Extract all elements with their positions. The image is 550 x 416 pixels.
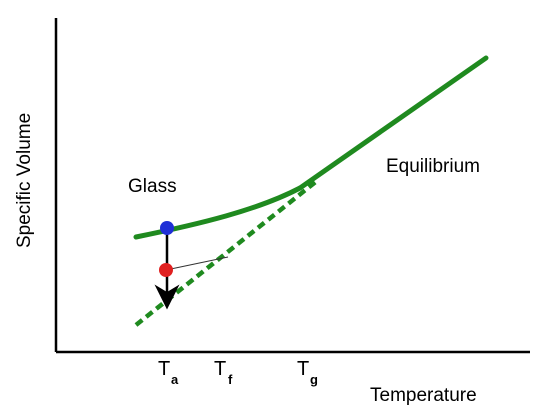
svg-text:T: T: [158, 358, 170, 380]
equilibrium-label: Equilibrium: [386, 156, 480, 177]
y-axis-title: Specific Volume: [14, 113, 35, 248]
svg-text:a: a: [171, 372, 179, 387]
x-axis-title: Temperature: [370, 385, 477, 406]
tick-label-tf: T f: [214, 358, 233, 387]
svg-text:f: f: [228, 372, 233, 387]
fictive-tie-line: [165, 256, 229, 271]
equilibrium-extrapolation-line: [134, 178, 320, 327]
glass-point: [160, 221, 174, 235]
svg-text:g: g: [310, 372, 318, 387]
equilibrium-line: [297, 55, 489, 191]
glass-label: Glass: [128, 176, 177, 197]
glass-line: [133, 185, 303, 240]
tick-label-ta: T a: [158, 358, 179, 387]
svg-text:T: T: [214, 358, 226, 380]
aged-glass-point: [159, 263, 173, 277]
svg-text:T: T: [297, 358, 309, 380]
tick-label-tg: T g: [297, 358, 318, 387]
